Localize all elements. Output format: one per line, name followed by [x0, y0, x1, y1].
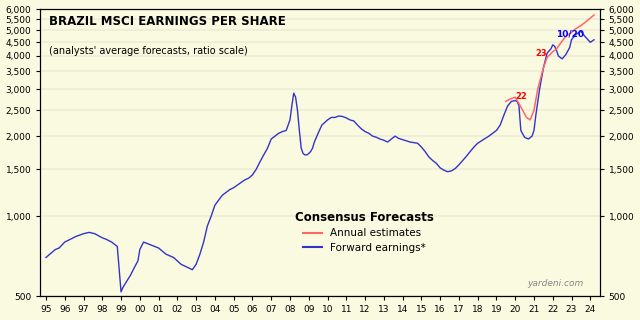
- Text: (analysts' average forecasts, ratio scale): (analysts' average forecasts, ratio scal…: [49, 46, 248, 56]
- Text: 10/20: 10/20: [556, 29, 584, 38]
- Text: BRAZIL MSCI EARNINGS PER SHARE: BRAZIL MSCI EARNINGS PER SHARE: [49, 15, 285, 28]
- Text: yardeni.com: yardeni.com: [527, 279, 583, 288]
- Text: 23: 23: [536, 49, 547, 58]
- Legend: Annual estimates, Forward earnings*: Annual estimates, Forward earnings*: [291, 207, 438, 257]
- Text: 22: 22: [515, 92, 527, 101]
